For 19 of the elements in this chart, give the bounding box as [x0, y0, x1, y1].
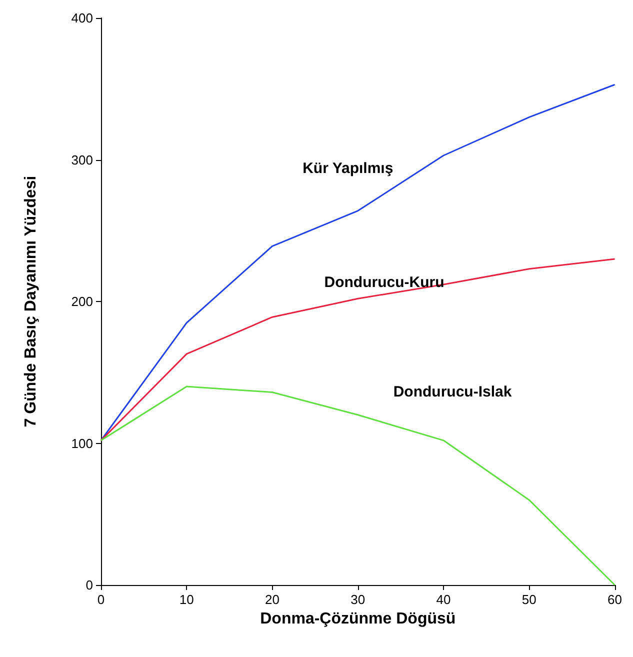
x-tick-label: 0	[97, 592, 105, 607]
y-tick-label: 100	[71, 436, 93, 451]
y-axis-title: 7 Günde Basıç Dayanımı Yüzdesi	[22, 176, 40, 428]
x-tick-label: 40	[436, 592, 451, 607]
x-tick-label: 30	[350, 592, 366, 607]
y-tick-label: 400	[71, 10, 93, 26]
line-series	[100, 84, 616, 442]
line-series	[100, 258, 616, 442]
x-tick-label: 60	[608, 592, 622, 607]
x-tick-label: 50	[522, 592, 536, 607]
x-tick-label: 10	[179, 592, 194, 607]
y-tick-label: 0	[86, 578, 93, 592]
x-axis-title: Donma-Çözünme Dögüsü	[260, 610, 456, 628]
series-label: Kür Yapılmış	[302, 160, 394, 177]
y-tick-label: 300	[71, 152, 93, 168]
series-label: Dondurucu-Kuru	[324, 274, 444, 292]
y-tick-label: 200	[71, 294, 93, 309]
series-label: Dondurucu-Islak	[393, 383, 512, 400]
x-tick-label: 20	[265, 592, 280, 607]
